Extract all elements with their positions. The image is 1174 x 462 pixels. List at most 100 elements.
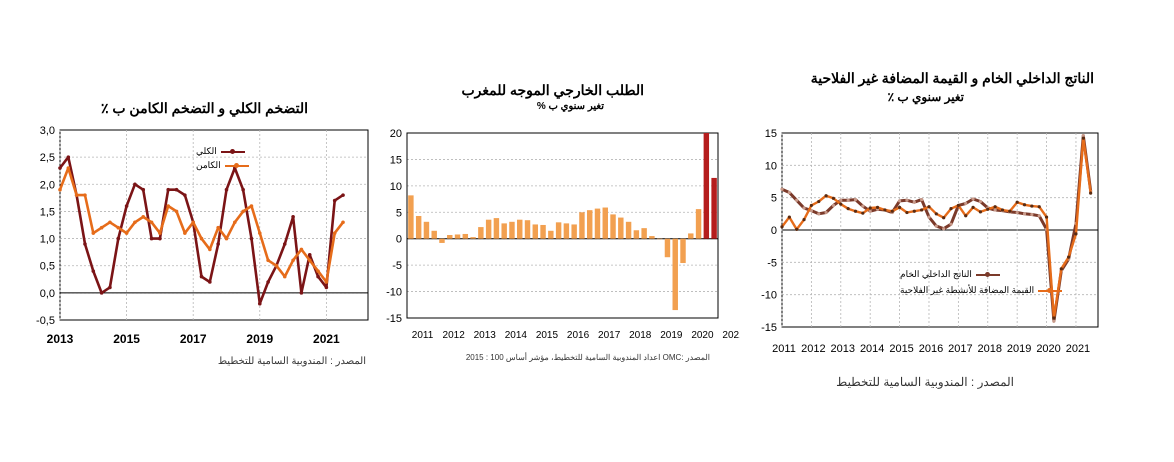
core-inflation-point xyxy=(224,236,229,241)
headline-inflation-point xyxy=(99,291,104,295)
gdp-point xyxy=(993,208,997,212)
foreign-demand-bar xyxy=(579,212,585,239)
core-inflation-point xyxy=(91,231,96,235)
gdp-panel: الناتج الداخلي الخام و القيمة المضافة غي… xyxy=(740,0,1174,462)
foreign-demand-y-tick-label: -5 xyxy=(392,260,402,272)
gdp-y-tick-label: 10 xyxy=(765,160,777,172)
foreign-demand-x-tick-label: 2015 xyxy=(536,330,559,341)
inflation-y-tick-label: 1,0 xyxy=(40,234,55,246)
nonagri-value-added-point xyxy=(875,205,880,209)
nonagri-value-added-point xyxy=(839,202,843,206)
foreign-demand-x-tick-label: 2019 xyxy=(660,330,683,341)
headline-inflation-point xyxy=(332,198,337,203)
inflation-y-tick-label: 0,0 xyxy=(40,288,55,300)
foreign-demand-bar xyxy=(447,235,453,239)
inflation-y-tick-label: 2,0 xyxy=(40,179,55,191)
inflation-y-tick-label: 1,5 xyxy=(40,206,55,218)
gdp-subtitle: تغير سنوي ب ٪ xyxy=(887,90,964,104)
nonagri-value-added-point xyxy=(1030,204,1034,208)
gdp-x-tick-label: 2018 xyxy=(978,343,1002,355)
core-inflation-point xyxy=(141,215,146,219)
core-inflation-point xyxy=(241,209,245,214)
inflation-legend-core: الكامن xyxy=(196,160,249,171)
foreign-demand-bar xyxy=(415,215,422,239)
inflation-y-tick-label: 3,0 xyxy=(40,125,55,137)
core-inflation-point xyxy=(149,220,154,225)
nonagri-value-added-point xyxy=(890,209,894,213)
core-legend-label: الكامن xyxy=(196,160,221,170)
foreign-demand-x-tick-label: 2021 xyxy=(722,330,740,341)
foreign-demand-y-tick-label: -10 xyxy=(386,287,402,299)
core-inflation-point xyxy=(133,220,137,225)
headline-inflation-point xyxy=(83,242,87,246)
headline-inflation-point xyxy=(166,187,171,192)
gdp-point xyxy=(912,200,916,204)
gdp-x-tick-label: 2012 xyxy=(801,343,825,355)
nonagri-value-added-point xyxy=(868,206,872,210)
foreign-demand-bar xyxy=(649,236,655,239)
foreign-demand-bar xyxy=(439,238,445,243)
headline-inflation-line xyxy=(58,155,344,306)
headline-inflation-point xyxy=(183,193,187,197)
foreign-demand-bar xyxy=(509,221,515,239)
foreign-demand-bar xyxy=(548,230,554,239)
nonagri-value-added-point xyxy=(883,208,887,212)
foreign-demand-bar xyxy=(703,133,710,239)
inflation-source: المصدر : المندوبية السامية للتخطيط xyxy=(217,356,366,367)
gdp-point xyxy=(868,209,872,213)
headline-inflation-point xyxy=(158,236,162,241)
foreign-demand-bar xyxy=(493,218,500,239)
headline-inflation-point xyxy=(291,215,295,219)
core-inflation-point xyxy=(316,269,320,273)
foreign-demand-y-tick-label: 5 xyxy=(396,207,402,219)
headline-inflation-point xyxy=(133,182,137,187)
foreign-demand-bar xyxy=(501,223,507,239)
foreign-demand-bar xyxy=(563,223,570,239)
inflation-title: التضخم الكلي و التضخم الكامن ب ٪ xyxy=(100,100,308,116)
nonagri-value-added-point xyxy=(780,225,784,229)
nonagri-value-added-point xyxy=(1000,208,1005,212)
gdp-point xyxy=(802,206,806,210)
foreign-demand-x-tick-label: 2017 xyxy=(598,330,621,341)
foreign-demand-bar xyxy=(532,224,539,239)
core-inflation-point xyxy=(257,231,262,235)
gdp-point xyxy=(831,203,836,208)
inflation-y-tick-label: 0,5 xyxy=(40,261,55,273)
gdp-point xyxy=(934,224,938,228)
foreign-demand-y-tick-label: 15 xyxy=(390,154,402,166)
headline-inflation-point xyxy=(91,269,96,273)
inflation-chart: 3,0 2,5 2,0 1,5 1,0 0,5 0,0 -0,5 2013 2015 2017 201… xyxy=(36,125,369,346)
foreign-demand-bar xyxy=(462,233,469,239)
gdp-point xyxy=(964,201,968,206)
core-inflation-point xyxy=(341,220,345,225)
foreign-demand-bar xyxy=(688,233,694,239)
nonagri-value-added-point xyxy=(1022,203,1027,207)
core-inflation-point xyxy=(233,220,237,225)
gdp-x-tick-label: 2013 xyxy=(831,343,855,355)
core-inflation-point xyxy=(266,258,270,263)
foreign-demand-bar xyxy=(641,228,647,239)
gdp-point xyxy=(795,198,799,202)
foreign-demand-bar xyxy=(656,238,663,240)
core-inflation-point xyxy=(174,209,179,214)
foreign-demand-subtitle: تغير سنوي ب % xyxy=(536,101,604,112)
core-inflation-point xyxy=(124,231,129,235)
headline-inflation-point xyxy=(66,155,71,159)
nonagri-value-added-point xyxy=(912,209,916,213)
headline-inflation-point xyxy=(199,274,204,279)
nonagri-value-added-point xyxy=(861,211,865,215)
headline-inflation-point xyxy=(241,187,245,192)
gdp-point xyxy=(949,222,953,226)
nonagri-value-added-point xyxy=(809,203,813,208)
headline-inflation-point xyxy=(141,187,146,192)
gdp-chart: 15 10 5 0 -5 -10 -15 2011 2012 2013 2014 2015 2016 20… xyxy=(761,128,1099,355)
foreign-demand-bar xyxy=(454,234,461,239)
headline-inflation-point xyxy=(249,236,254,241)
nonagri-value-added-point xyxy=(1074,232,1078,236)
foreign-demand-x-tick-label: 2011 xyxy=(412,330,434,341)
foreign-demand-bar xyxy=(517,219,523,239)
foreign-demand-plot-frame xyxy=(406,132,719,319)
nonagri-value-added-point xyxy=(1015,200,1019,204)
foreign-demand-bar xyxy=(625,221,632,239)
